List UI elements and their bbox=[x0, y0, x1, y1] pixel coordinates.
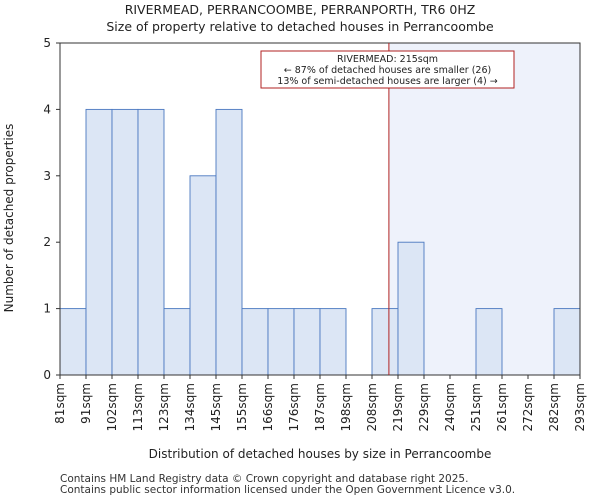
bar-176sqm bbox=[293, 308, 321, 376]
bar-91sqm bbox=[85, 108, 113, 376]
x-tick-label-208sqm: 208sqm bbox=[365, 383, 379, 431]
bar-145sqm bbox=[215, 108, 243, 376]
bar-113sqm bbox=[137, 108, 165, 376]
x-tick-label-272sqm: 272sqm bbox=[521, 383, 535, 431]
y-axis-label: Number of detached properties bbox=[2, 124, 16, 313]
x-tick-label-219sqm: 219sqm bbox=[391, 383, 405, 431]
x-tick-label-155sqm: 155sqm bbox=[235, 383, 249, 431]
x-tick-label-134sqm: 134sqm bbox=[183, 383, 197, 431]
x-tick-label-102sqm: 102sqm bbox=[105, 383, 119, 431]
annotation-box bbox=[260, 50, 515, 89]
annotation-line-2: ← 87% of detached houses are smaller (26… bbox=[284, 65, 491, 76]
bar-282sqm bbox=[553, 308, 581, 376]
x-tick-label-145sqm: 145sqm bbox=[209, 383, 223, 431]
bar-166sqm bbox=[267, 308, 295, 376]
y-tick-label-5: 5 bbox=[43, 36, 51, 50]
bar-102sqm bbox=[111, 108, 139, 376]
x-tick-label-81sqm: 81sqm bbox=[53, 383, 67, 424]
y-tick-label-2: 2 bbox=[43, 235, 51, 249]
bar-187sqm bbox=[319, 308, 347, 376]
chart-title: RIVERMEAD, PERRANCOOMBE, PERRANPORTH, TR… bbox=[125, 2, 476, 17]
bar-81sqm bbox=[59, 308, 87, 376]
x-axis-label: Distribution of detached houses by size … bbox=[149, 447, 492, 461]
x-tick-label-261sqm: 261sqm bbox=[495, 383, 509, 431]
bar-251sqm bbox=[475, 308, 503, 376]
x-tick-label-113sqm: 113sqm bbox=[131, 383, 145, 431]
bar-155sqm bbox=[241, 308, 269, 376]
y-tick-label-0: 0 bbox=[43, 368, 51, 382]
y-tick-label-1: 1 bbox=[43, 302, 51, 316]
chart-subtitle: Size of property relative to detached ho… bbox=[106, 19, 494, 34]
y-tick-label-3: 3 bbox=[43, 169, 51, 183]
x-tick-label-240sqm: 240sqm bbox=[443, 383, 457, 431]
x-tick-label-251sqm: 251sqm bbox=[469, 383, 483, 431]
x-tick-label-293sqm: 293sqm bbox=[573, 383, 587, 431]
x-tick-label-123sqm: 123sqm bbox=[157, 383, 171, 431]
x-tick-label-198sqm: 198sqm bbox=[339, 383, 353, 431]
annotation-line-1: RIVERMEAD: 215sqm bbox=[337, 54, 438, 65]
x-tick-label-229sqm: 229sqm bbox=[417, 383, 431, 431]
footer-line-1: Contains HM Land Registry data © Crown c… bbox=[60, 473, 469, 485]
annotation-line-3: 13% of semi-detached houses are larger (… bbox=[277, 76, 497, 87]
bar-219sqm bbox=[397, 241, 425, 376]
bar-123sqm bbox=[163, 308, 191, 376]
x-tick-label-166sqm: 166sqm bbox=[261, 383, 275, 431]
x-tick-label-282sqm: 282sqm bbox=[547, 383, 561, 431]
bar-134sqm bbox=[189, 175, 217, 376]
x-tick-label-91sqm: 91sqm bbox=[79, 383, 93, 424]
x-tick-label-176sqm: 176sqm bbox=[287, 383, 301, 431]
footer-line-2: Contains public sector information licen… bbox=[60, 484, 516, 496]
x-tick-label-187sqm: 187sqm bbox=[313, 383, 327, 431]
y-tick-label-4: 4 bbox=[43, 102, 51, 116]
bar-208sqm bbox=[371, 308, 399, 376]
